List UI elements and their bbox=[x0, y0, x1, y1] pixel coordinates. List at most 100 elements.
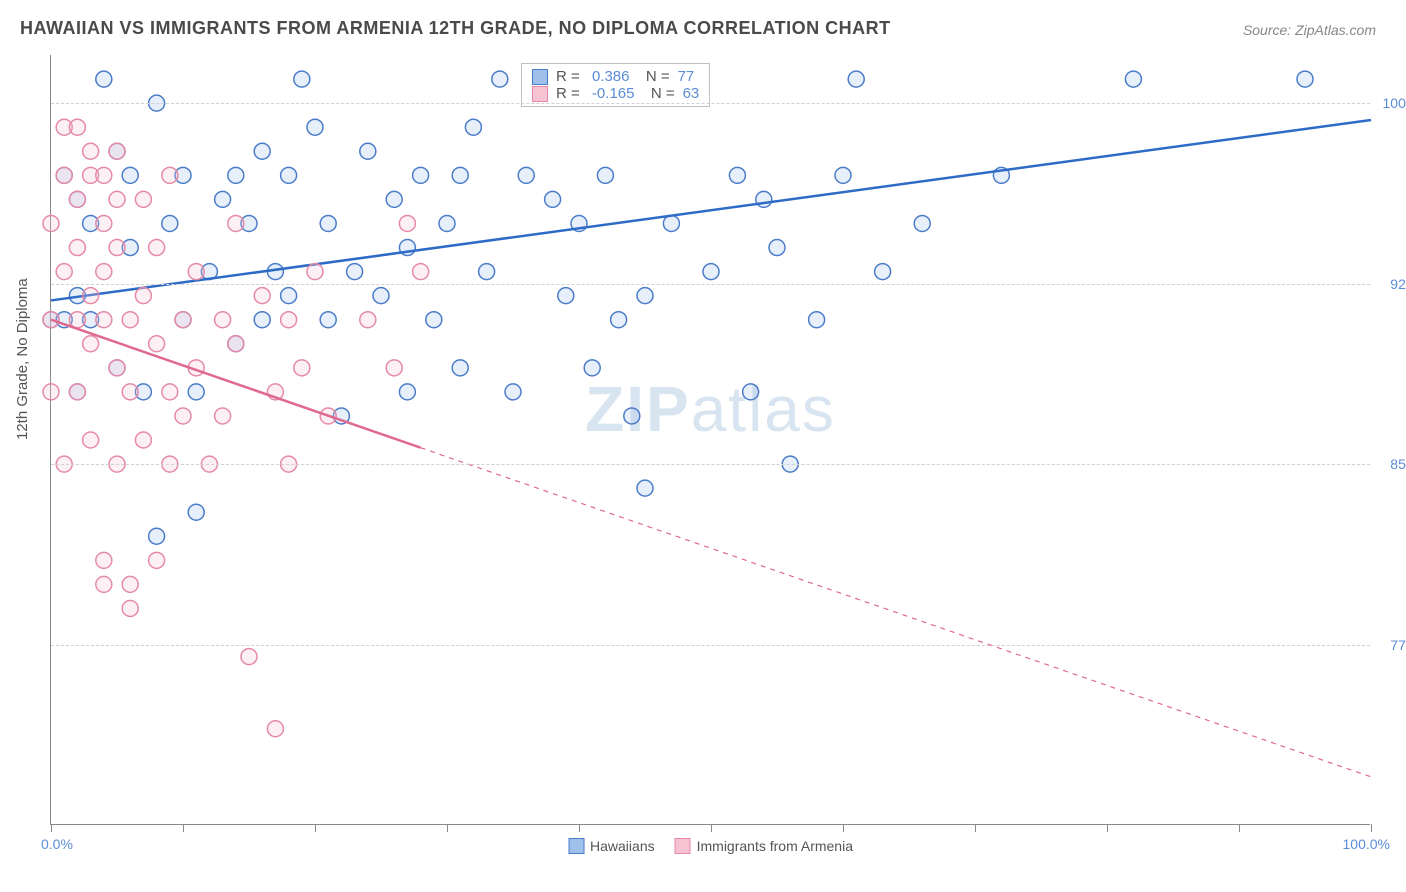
y-tick-label: 77.5% bbox=[1390, 637, 1406, 653]
legend-item-armenia: Immigrants from Armenia bbox=[675, 838, 853, 854]
gridline bbox=[51, 284, 1370, 285]
y-tick-label: 100.0% bbox=[1383, 95, 1406, 111]
y-tick-label: 92.5% bbox=[1390, 276, 1406, 292]
x-tick bbox=[1107, 824, 1108, 832]
gridline bbox=[51, 645, 1370, 646]
data-point bbox=[122, 312, 138, 328]
legend-item-hawaiians: Hawaiians bbox=[568, 838, 655, 854]
data-point bbox=[347, 264, 363, 280]
data-point bbox=[96, 264, 112, 280]
data-point bbox=[162, 384, 178, 400]
data-point bbox=[254, 312, 270, 328]
data-point bbox=[241, 649, 257, 665]
data-point bbox=[518, 167, 534, 183]
y-tick-label: 85.0% bbox=[1390, 456, 1406, 472]
data-point bbox=[122, 600, 138, 616]
data-point bbox=[875, 264, 891, 280]
data-point bbox=[83, 288, 99, 304]
data-point bbox=[769, 240, 785, 256]
data-point bbox=[109, 143, 125, 159]
data-point bbox=[69, 240, 85, 256]
r-value-armenia: -0.165 bbox=[592, 85, 635, 102]
data-point bbox=[149, 240, 165, 256]
correlation-row-armenia: R = -0.165 N =63 bbox=[532, 85, 699, 102]
data-point bbox=[492, 71, 508, 87]
data-point bbox=[228, 336, 244, 352]
data-point bbox=[109, 360, 125, 376]
gridline bbox=[51, 464, 1370, 465]
data-point bbox=[188, 264, 204, 280]
data-point bbox=[83, 336, 99, 352]
x-tick bbox=[315, 824, 316, 832]
data-point bbox=[122, 384, 138, 400]
x-tick bbox=[1239, 824, 1240, 832]
data-point bbox=[558, 288, 574, 304]
data-point bbox=[267, 721, 283, 737]
data-point bbox=[413, 264, 429, 280]
x-tick bbox=[183, 824, 184, 832]
data-point bbox=[56, 167, 72, 183]
data-point bbox=[320, 215, 336, 231]
data-point bbox=[175, 312, 191, 328]
r-value-hawaiians: 0.386 bbox=[592, 68, 630, 85]
data-point bbox=[109, 240, 125, 256]
data-point bbox=[294, 360, 310, 376]
data-point bbox=[1125, 71, 1141, 87]
data-point bbox=[848, 71, 864, 87]
data-point bbox=[624, 408, 640, 424]
swatch-armenia-icon bbox=[532, 86, 548, 102]
data-point bbox=[254, 288, 270, 304]
data-point bbox=[122, 167, 138, 183]
data-point bbox=[294, 71, 310, 87]
data-point bbox=[43, 215, 59, 231]
data-point bbox=[43, 384, 59, 400]
correlation-row-hawaiians: R = 0.386 N =77 bbox=[532, 68, 699, 85]
data-point bbox=[505, 384, 521, 400]
n-value-hawaiians: 77 bbox=[678, 68, 695, 85]
data-point bbox=[399, 215, 415, 231]
data-point bbox=[452, 360, 468, 376]
x-tick bbox=[447, 824, 448, 832]
x-tick bbox=[843, 824, 844, 832]
data-point bbox=[729, 167, 745, 183]
data-point bbox=[96, 167, 112, 183]
data-point bbox=[69, 119, 85, 135]
data-point bbox=[162, 215, 178, 231]
data-point bbox=[307, 264, 323, 280]
data-point bbox=[135, 288, 151, 304]
data-point bbox=[465, 119, 481, 135]
legend-swatch-hawaiians-icon bbox=[568, 838, 584, 854]
data-point bbox=[637, 288, 653, 304]
data-point bbox=[703, 264, 719, 280]
data-point bbox=[320, 312, 336, 328]
data-point bbox=[215, 408, 231, 424]
data-point bbox=[254, 143, 270, 159]
data-point bbox=[149, 552, 165, 568]
data-point bbox=[188, 384, 204, 400]
x-axis-min-label: 0.0% bbox=[41, 836, 73, 852]
data-point bbox=[122, 576, 138, 592]
data-point bbox=[228, 215, 244, 231]
data-point bbox=[281, 167, 297, 183]
data-point bbox=[307, 119, 323, 135]
regression-line-dashed bbox=[421, 448, 1371, 777]
data-point bbox=[96, 71, 112, 87]
data-point bbox=[96, 312, 112, 328]
data-point bbox=[637, 480, 653, 496]
data-point bbox=[360, 312, 376, 328]
data-point bbox=[360, 143, 376, 159]
x-tick bbox=[579, 824, 580, 832]
data-point bbox=[611, 312, 627, 328]
data-point bbox=[135, 191, 151, 207]
data-point bbox=[281, 312, 297, 328]
data-point bbox=[386, 191, 402, 207]
data-point bbox=[545, 191, 561, 207]
data-point bbox=[215, 312, 231, 328]
x-tick bbox=[51, 824, 52, 832]
data-point bbox=[96, 215, 112, 231]
legend-swatch-armenia-icon bbox=[675, 838, 691, 854]
data-point bbox=[69, 384, 85, 400]
data-point bbox=[56, 264, 72, 280]
data-point bbox=[83, 143, 99, 159]
data-point bbox=[175, 408, 191, 424]
